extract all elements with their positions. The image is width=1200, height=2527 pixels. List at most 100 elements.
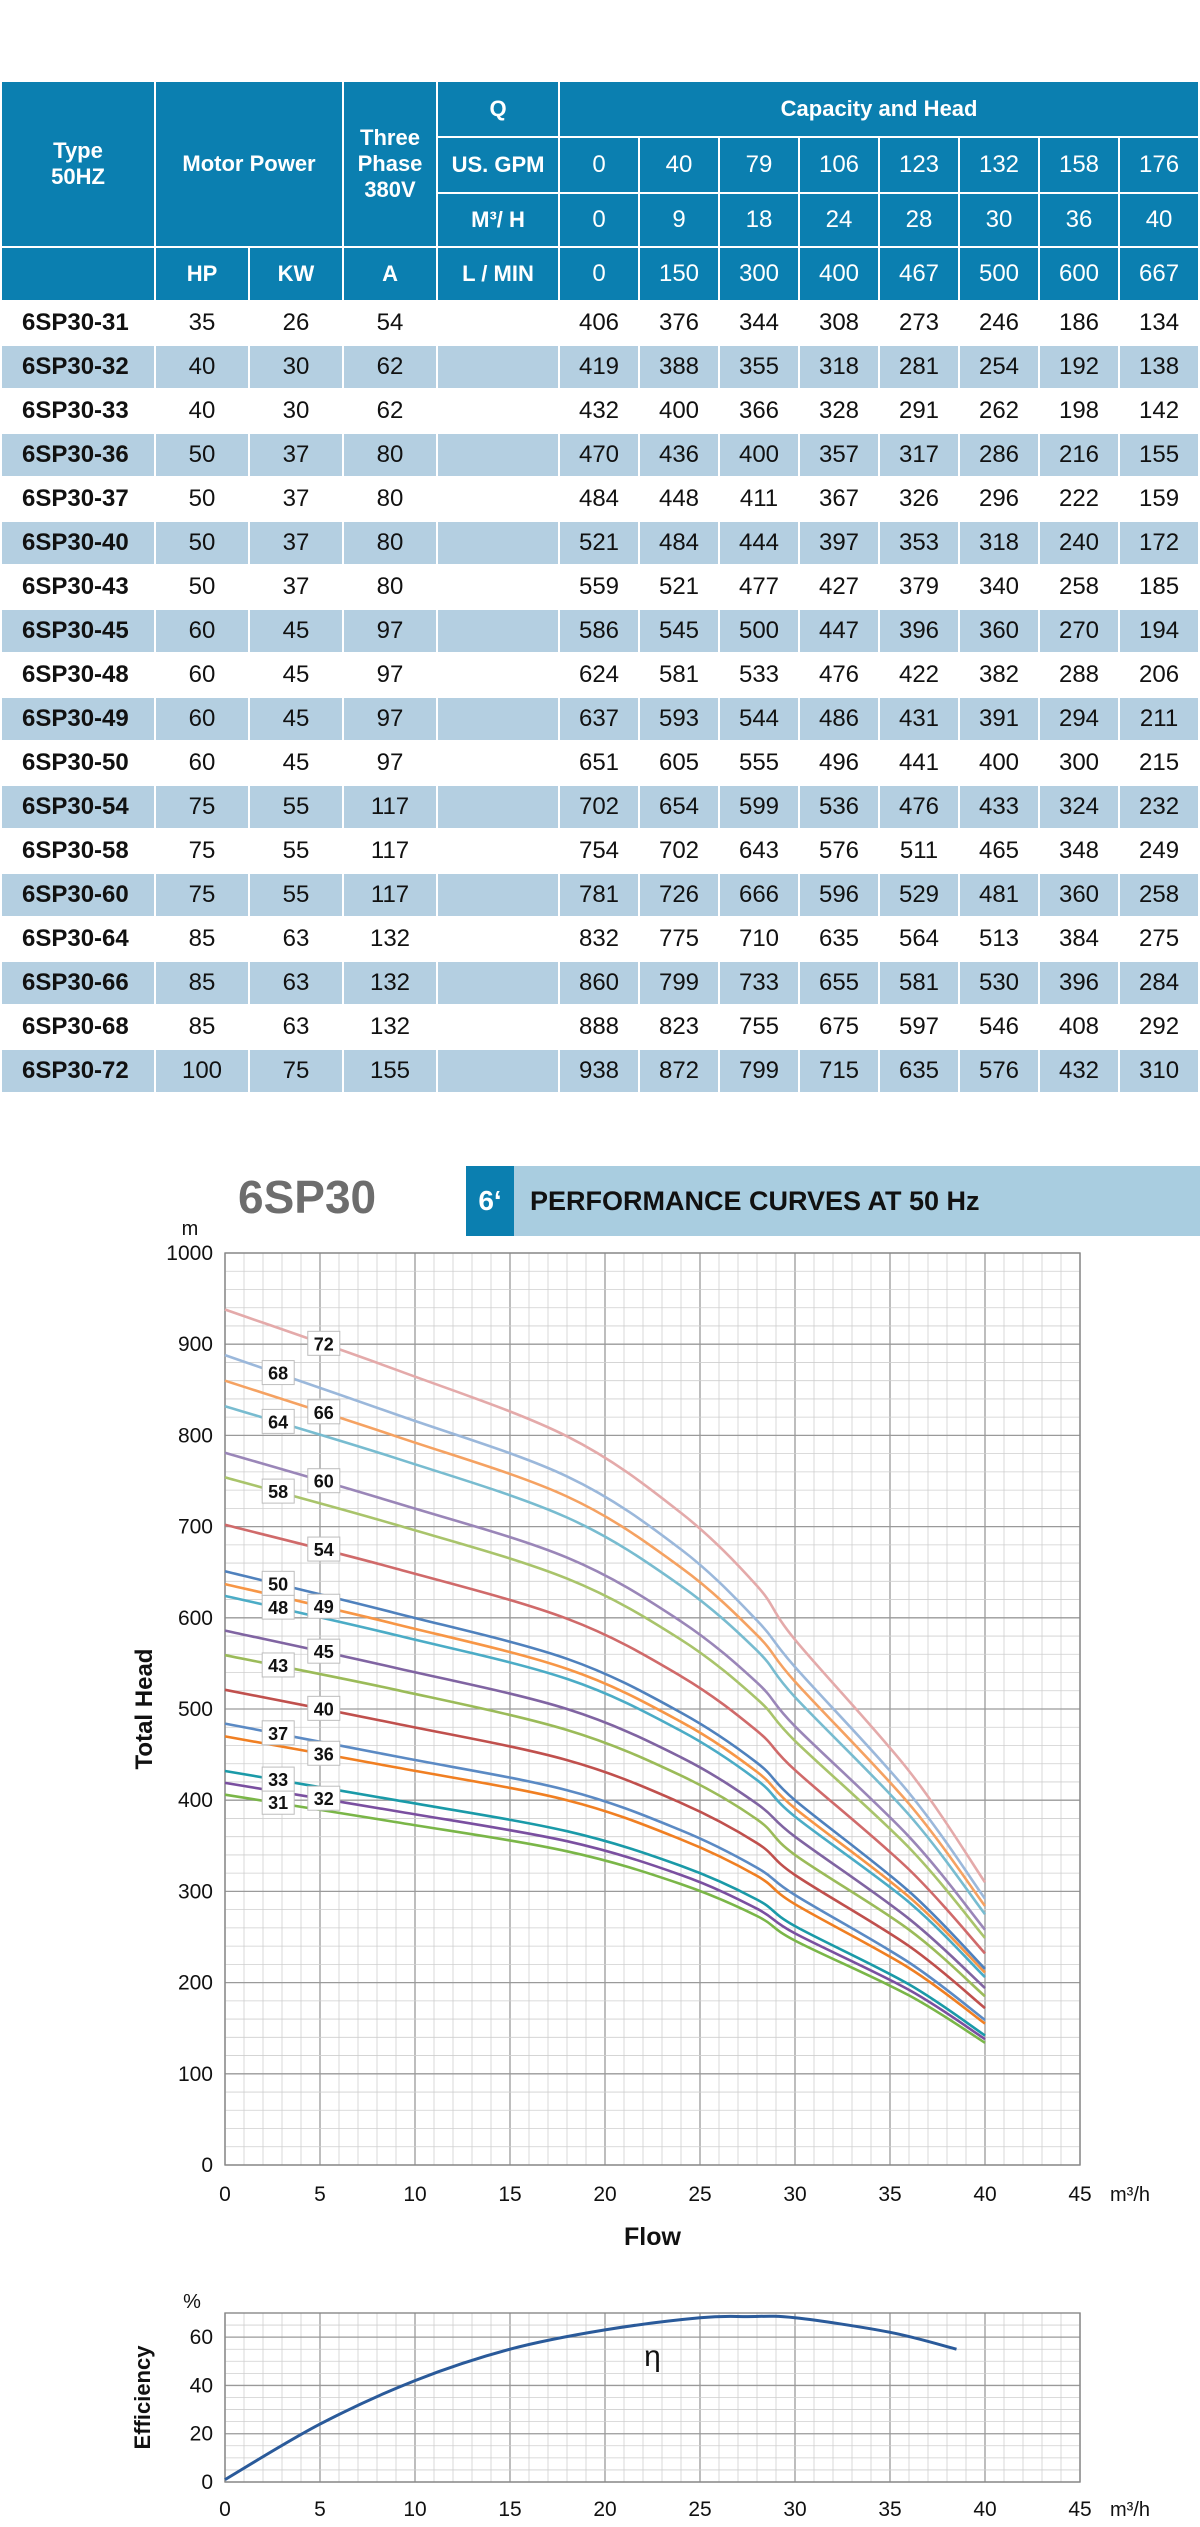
head-cell: 296 <box>978 485 1020 512</box>
head-cell: 593 <box>640 698 719 740</box>
hp-cell: 85 <box>156 962 248 1004</box>
table-row: 6SP30-31 35 26 54 406 376 344 308 273 246 186 134 <box>2 302 1198 344</box>
x-tick-label: 10 <box>403 2183 426 2206</box>
kw-header: KW <box>250 248 343 300</box>
series-label: 72 <box>314 1334 334 1354</box>
amp-cell: 97 <box>376 661 404 688</box>
kw-cell: 37 <box>282 573 310 600</box>
blank-cell <box>438 962 559 1004</box>
kw-cell: 45 <box>250 610 343 652</box>
gpm-cell: 0 <box>560 138 639 192</box>
hp-cell: 60 <box>188 749 216 776</box>
table-row: 6SP30-40 50 37 80 521 484 444 397 353 318 240 172 <box>2 522 1199 564</box>
head-cell: 155 <box>1120 434 1199 476</box>
blank-cell <box>438 434 559 476</box>
head-cell: 546 <box>978 1013 1020 1040</box>
gpm-cell: 132 <box>960 138 1039 192</box>
head-cell: 427 <box>818 573 860 600</box>
head-cell: 134 <box>1139 309 1180 336</box>
head-cell: 408 <box>1058 1013 1100 1040</box>
head-cell: 536 <box>800 786 879 828</box>
head-curve-chart: 0 100 200 300 400 500 600 700 800 900 1000 0 5 10 15 20… <box>131 1218 1150 2251</box>
kw-cell: 63 <box>250 962 343 1004</box>
m3h-cell: 28 <box>880 194 959 246</box>
head-cell: 484 <box>578 485 620 512</box>
head-series <box>224 1308 987 2044</box>
head-cell: 754 <box>578 837 620 864</box>
kw-cell: 75 <box>250 1050 343 1092</box>
table-row: 6SP30-64 85 63 132 832 775 710 635 564 513 384 275 <box>2 918 1198 960</box>
banner-text: PERFORMANCE CURVES AT 50 Hz <box>530 1186 980 1216</box>
table-row: 6SP30-66 85 63 132 860 799 733 655 581 530 396 284 <box>2 962 1199 1004</box>
head-cell: 406 <box>578 309 620 336</box>
head-cell: 637 <box>560 698 639 740</box>
model-cell: 6SP30-64 <box>22 925 129 952</box>
head-cell: 513 <box>978 925 1020 952</box>
x-tick-label: 30 <box>783 2498 806 2521</box>
head-cell: 530 <box>960 962 1039 1004</box>
amp-cell: 80 <box>376 485 404 512</box>
head-cell: 384 <box>1058 925 1100 952</box>
head-cell: 484 <box>640 522 719 564</box>
y-tick-label: 0 <box>201 2154 213 2177</box>
head-cell: 643 <box>738 837 780 864</box>
amp-cell: 97 <box>344 698 437 740</box>
plot-frame <box>224 1252 1081 2166</box>
series-label-box <box>307 1695 341 1721</box>
head-cell: 391 <box>960 698 1039 740</box>
hp-cell: 75 <box>156 874 248 916</box>
head-cell: 496 <box>818 749 860 776</box>
x-tick-label: 5 <box>314 2183 326 2206</box>
table-row: 6SP30-60 75 55 117 781 726 666 596 529 481 360 258 <box>2 874 1199 916</box>
m3h-cell: 24 <box>800 194 879 246</box>
head-cell: 654 <box>640 786 719 828</box>
amp-cell: 62 <box>344 346 437 388</box>
blank-cell <box>438 918 558 960</box>
y-tick-label: 700 <box>178 1516 213 1539</box>
blank-cell <box>438 742 558 784</box>
m3h-cell: 0 <box>560 194 639 246</box>
head-cell: 397 <box>800 522 879 564</box>
head-cell: 635 <box>818 925 860 952</box>
table-row: 6SP30-45 60 45 97 586 545 500 447 396 360 270 194 <box>2 610 1199 652</box>
model-cell: 6SP30-50 <box>22 749 129 776</box>
x-tick-label: 5 <box>314 2498 326 2521</box>
head-cell: 581 <box>880 962 959 1004</box>
efficiency-chart: 0 20 40 60 0 5 10 15 20 25 30 35 40 45% m³/h Efficiency… <box>130 2291 1150 2521</box>
type-header-blank <box>2 248 154 300</box>
series-line <box>224 1793 986 2044</box>
head-cell: 291 <box>898 397 940 424</box>
y-tick-label: 60 <box>190 2326 213 2349</box>
blank-cell <box>438 566 558 608</box>
efficiency-line <box>224 2314 957 2481</box>
amp-cell: 117 <box>370 837 410 864</box>
head-cell: 294 <box>1040 698 1119 740</box>
gpm-cell: 158 <box>1040 138 1119 192</box>
head-cell: 353 <box>880 522 959 564</box>
three-phase-header: Three Phase 380V <box>344 82 437 246</box>
model-cell: 6SP30-58 <box>22 837 129 864</box>
gpm-cell: 79 <box>720 138 799 192</box>
head-cell: 500 <box>720 610 799 652</box>
head-cell: 655 <box>800 962 879 1004</box>
banner-badge: 6‘ <box>466 1166 514 1236</box>
y-unit-label: % <box>183 2291 201 2313</box>
series-label-box <box>261 1720 295 1746</box>
series-label-box <box>261 1652 295 1678</box>
head-cell: 476 <box>818 661 860 688</box>
table-row: 6SP30-72 100 75 155 938 872 799 715 635 576 432 310 <box>2 1050 1199 1092</box>
series-line <box>224 1353 987 1900</box>
head-cell: 555 <box>738 749 780 776</box>
table-row: 6SP30-32 40 30 62 419 388 355 318 281 254 192 138 <box>2 346 1199 388</box>
series-label-box <box>261 1766 295 1792</box>
series-label: 33 <box>268 1770 288 1790</box>
head-cell: 216 <box>1040 434 1119 476</box>
head-cell: 476 <box>880 786 959 828</box>
spec-table: Type 50HZ Motor Power Three Phase 380V Q Ca… <box>0 80 1200 1094</box>
kw-cell: 55 <box>250 786 343 828</box>
head-cell: 544 <box>720 698 799 740</box>
head-cell: 328 <box>818 397 860 424</box>
lmin-cell: 400 <box>800 248 879 300</box>
head-cell: 254 <box>960 346 1039 388</box>
kw-cell: 37 <box>250 522 343 564</box>
